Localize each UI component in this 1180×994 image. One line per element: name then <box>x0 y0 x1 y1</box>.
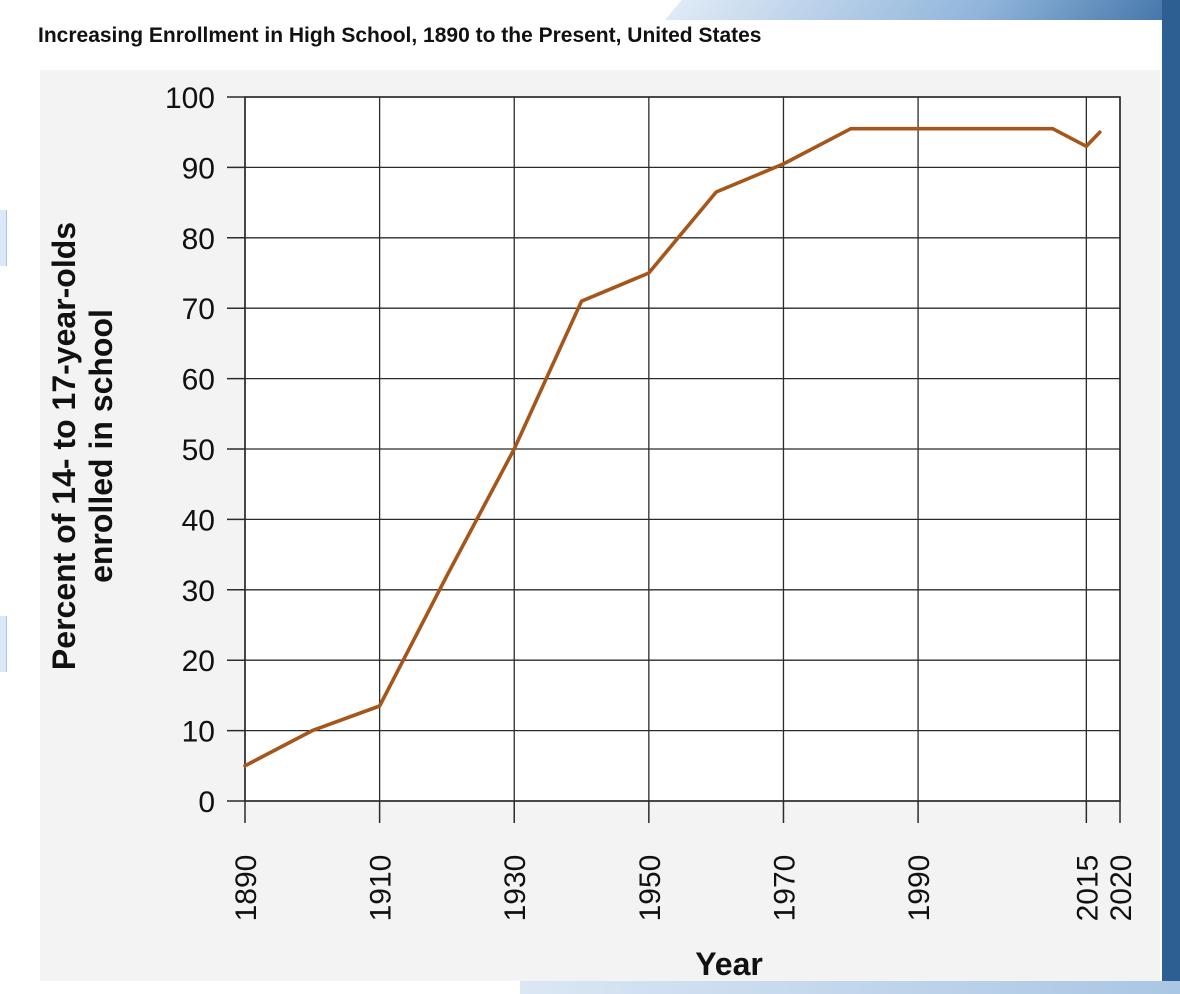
x-tick-label: 1930 <box>499 855 532 922</box>
y-tick-label: 100 <box>165 82 215 115</box>
plot-frame <box>244 96 1121 802</box>
y-tick-label: 40 <box>182 504 215 537</box>
y-axis-title-line: enrolled in school <box>83 309 119 583</box>
x-tick-label: 1950 <box>634 855 667 922</box>
y-tick-label: 10 <box>182 716 215 749</box>
y-tick-label: 80 <box>182 223 215 256</box>
y-tick-label: 60 <box>182 364 215 397</box>
y-axis-title-line: Percent of 14- to 17-year-olds <box>46 222 82 670</box>
chart-title: Increasing Enrollment in High School, 18… <box>38 24 762 47</box>
x-tick-label: 1890 <box>230 855 263 922</box>
y-tick-label: 20 <box>182 645 215 678</box>
x-tick-label: 1970 <box>768 855 801 922</box>
slide-bottom-strip <box>520 981 1180 994</box>
y-tick-label: 30 <box>182 575 215 608</box>
y-tick-label: 50 <box>182 434 215 467</box>
x-tick-label: 2020 <box>1105 855 1138 922</box>
x-tick-label: 1910 <box>365 855 398 922</box>
x-axis-title: Year <box>695 946 763 982</box>
slide-side-strip <box>1162 0 1180 994</box>
slide-text-fragment <box>0 210 7 266</box>
slide-text-fragment <box>0 616 7 672</box>
y-tick-label: 90 <box>182 152 215 185</box>
y-axis-title: Percent of 14- to 17-year-oldsenrolled i… <box>46 222 119 670</box>
x-tick-label: 1990 <box>903 855 936 922</box>
x-tick-label: 2015 <box>1071 855 1104 922</box>
y-tick-label: 70 <box>182 293 215 326</box>
y-tick-label: 0 <box>198 786 215 819</box>
